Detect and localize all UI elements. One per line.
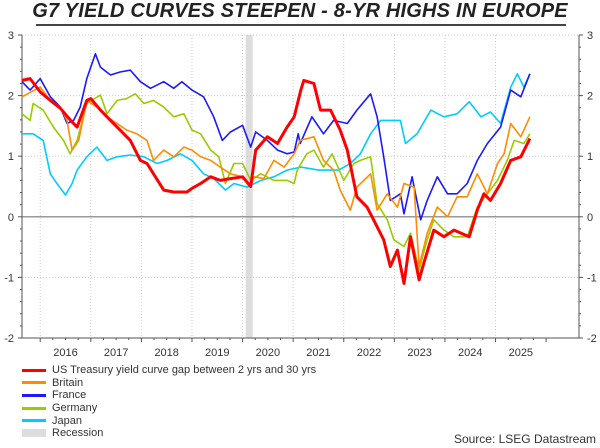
- legend-label-germany: Germany: [52, 402, 98, 415]
- source-note: Source: LSEG Datastream: [453, 432, 596, 446]
- series-line-japan: [22, 73, 531, 196]
- y-tick-label-left: 1: [8, 151, 14, 163]
- title-underline: [36, 24, 566, 26]
- legend-item-us: US Treasury yield curve gap between 2 yr…: [22, 364, 316, 377]
- y-tick-label-left: 2: [8, 91, 14, 103]
- legend-swatch-france: [22, 393, 46, 397]
- legend-item-france: France: [22, 389, 316, 402]
- y-tick-label-left: -1: [4, 272, 14, 284]
- y-tick-label-right: 3: [587, 30, 593, 42]
- legend-item-recession: Recession: [22, 427, 316, 440]
- series-line-us-treasury: [21, 77, 532, 285]
- legend-label-japan: Japan: [52, 414, 82, 427]
- y-tick-label-left: 0: [8, 212, 14, 224]
- legend-swatch-recession: [22, 429, 46, 438]
- x-tick-label: 2018: [154, 347, 178, 359]
- x-tick-label: 2019: [205, 347, 229, 359]
- x-tick-label: 2017: [104, 347, 128, 359]
- y-tick-label-left: -2: [4, 333, 14, 345]
- legend-swatch-us: [22, 368, 46, 372]
- x-tick-label: 2016: [53, 347, 77, 359]
- legend-swatch-germany: [22, 406, 46, 410]
- x-tick-label: 2024: [458, 347, 482, 359]
- series-line-france: [21, 53, 531, 221]
- x-tick-label: 2020: [256, 347, 280, 359]
- legend-swatch-japan: [22, 419, 46, 423]
- y-tick-label-right: 1: [587, 151, 593, 163]
- y-tick-label-right: -1: [587, 272, 597, 284]
- legend-label-recession: Recession: [52, 427, 104, 440]
- series-line-germany: [21, 93, 531, 271]
- x-tick-label: 2025: [509, 347, 533, 359]
- legend-swatch-britain: [22, 381, 46, 385]
- legend-label-france: France: [52, 389, 87, 402]
- chart-title: G7 YIELD CURVES STEEPEN - 8-YR HIGHS IN …: [32, 0, 568, 22]
- y-tick-label-left: 3: [8, 30, 14, 42]
- x-tick-label: 2023: [407, 347, 431, 359]
- y-tick-label-right: -2: [587, 333, 597, 345]
- y-tick-label-right: 2: [587, 91, 593, 103]
- legend-label-britain: Britain: [52, 376, 84, 389]
- legend-label-us: US Treasury yield curve gap between 2 yr…: [52, 364, 317, 377]
- legend-item-britain: Britain: [22, 377, 316, 390]
- legend-item-germany: Germany: [22, 402, 316, 415]
- x-tick-label: 2021: [306, 347, 330, 359]
- y-tick-label-right: 0: [587, 212, 593, 224]
- legend-item-japan: Japan: [22, 414, 316, 427]
- x-tick-label: 2022: [357, 347, 381, 359]
- legend: US Treasury yield curve gap between 2 yr…: [22, 364, 316, 440]
